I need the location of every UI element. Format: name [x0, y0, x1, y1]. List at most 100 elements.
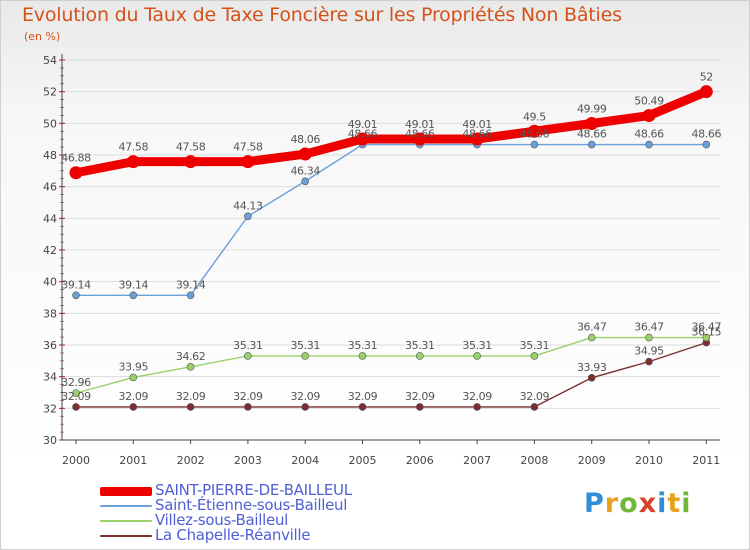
- data-point: [473, 352, 481, 360]
- data-label: 32.09: [61, 390, 91, 403]
- y-tick-label: 38: [43, 307, 57, 320]
- data-point: [241, 155, 255, 169]
- data-point: [298, 147, 312, 161]
- data-label: 34.62: [176, 350, 206, 363]
- y-tick-label: 52: [43, 86, 57, 99]
- data-point: [186, 291, 195, 300]
- x-tick-label: 2002: [177, 454, 205, 467]
- data-point: [184, 155, 198, 169]
- y-tick-label: 44: [43, 212, 57, 225]
- legend-swatch: [100, 535, 152, 537]
- data-point: [587, 333, 596, 342]
- data-point: [72, 389, 80, 397]
- data-point: [186, 403, 195, 411]
- data-point: [702, 333, 711, 342]
- data-label: 46.34: [290, 164, 320, 177]
- data-point: [642, 109, 656, 123]
- data-label: 39.14: [176, 278, 206, 291]
- data-label: 36.47: [634, 321, 664, 334]
- data-label: 35.31: [233, 339, 263, 352]
- data-point: [186, 363, 195, 371]
- legend-label: La Chapelle-Réanville: [155, 526, 311, 544]
- data-label: 33.95: [119, 360, 149, 373]
- data-label: 32.09: [290, 390, 320, 403]
- data-label: 48.66: [692, 128, 722, 141]
- data-point: [415, 352, 424, 360]
- data-label: 35.31: [520, 339, 550, 352]
- logo-letter: i: [681, 488, 692, 519]
- y-tick-label: 48: [43, 149, 57, 162]
- data-label: 35.31: [462, 339, 492, 352]
- x-tick-label: 2010: [635, 454, 663, 467]
- logo-letter: t: [667, 488, 682, 519]
- y-tick-label: 54: [43, 54, 57, 67]
- x-tick-label: 2004: [291, 454, 319, 467]
- data-point: [699, 85, 713, 99]
- logo-letter: P: [584, 488, 605, 519]
- data-point: [645, 357, 653, 366]
- x-tick-label: 2011: [692, 454, 720, 467]
- data-point: [301, 177, 310, 186]
- proxiti-logo: Proxiti: [584, 488, 692, 519]
- data-label: 47.58: [176, 141, 206, 154]
- logo-letter: x: [638, 488, 658, 519]
- data-point: [473, 403, 481, 411]
- data-label: 39.14: [61, 278, 91, 291]
- data-point: [129, 373, 138, 382]
- y-tick-label: 36: [43, 339, 57, 352]
- y-tick-label: 46: [43, 181, 57, 194]
- y-tick-label: 42: [43, 244, 57, 257]
- data-label: 32.09: [176, 390, 206, 403]
- x-tick-label: 2009: [578, 454, 606, 467]
- series-line-1: [75, 143, 707, 296]
- data-point: [415, 403, 424, 411]
- logo-letter: o: [619, 488, 639, 519]
- chart-title: Evolution du Taux de Taxe Foncière sur l…: [22, 4, 622, 26]
- data-label: 35.31: [405, 339, 435, 352]
- data-label: 48.66: [577, 128, 607, 141]
- data-label: 32.09: [119, 390, 149, 403]
- legend-label: SAINT-PIERRE-DE-BAILLEUL: [155, 481, 352, 499]
- data-point: [645, 333, 653, 342]
- data-label: 36.47: [692, 321, 722, 334]
- data-point: [301, 403, 310, 411]
- legend-label: Saint-Étienne-sous-Bailleul: [155, 496, 348, 514]
- data-label: 49.01: [405, 118, 435, 131]
- x-tick-label: 2007: [463, 454, 491, 467]
- data-point: [702, 140, 711, 149]
- data-label: 33.93: [577, 361, 607, 374]
- data-label: 49.01: [348, 118, 378, 131]
- data-label: 32.09: [233, 390, 263, 403]
- x-tick-label: 2001: [119, 454, 147, 467]
- data-label: 52: [700, 71, 713, 84]
- data-point: [527, 124, 541, 138]
- data-label: 49.5: [523, 110, 546, 123]
- data-point: [470, 132, 484, 146]
- data-point: [244, 403, 252, 411]
- data-point: [587, 140, 596, 149]
- data-point: [530, 403, 539, 411]
- legend-swatch: [100, 505, 152, 507]
- series-line-0: [71, 87, 711, 178]
- series-line-2: [75, 336, 707, 394]
- x-tick-label: 2005: [349, 454, 377, 467]
- data-point: [358, 403, 367, 411]
- data-label: 32.09: [520, 390, 550, 403]
- logo-letter: i: [657, 488, 668, 519]
- data-label: 49.99: [577, 102, 607, 115]
- data-point: [530, 352, 539, 360]
- y-tick-label: 32: [43, 402, 57, 415]
- data-point: [129, 291, 138, 300]
- data-point: [126, 155, 140, 169]
- data-point: [72, 403, 80, 411]
- y-tick-label: 34: [43, 371, 57, 384]
- data-label: 48.66: [634, 128, 664, 141]
- data-label: 35.31: [290, 339, 320, 352]
- data-point: [413, 132, 427, 146]
- data-label: 39.14: [119, 278, 149, 291]
- y-unit-label: (en %): [24, 30, 61, 43]
- data-label: 32.09: [462, 390, 492, 403]
- data-label: 36.15: [692, 326, 722, 339]
- data-point: [585, 116, 599, 130]
- data-label: 35.31: [348, 339, 378, 352]
